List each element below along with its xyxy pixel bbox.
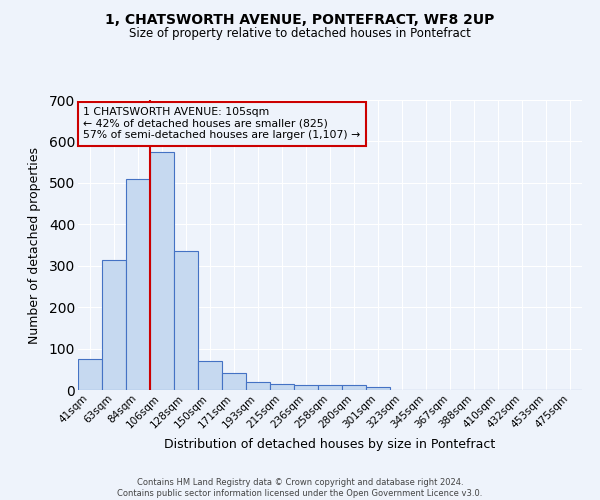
Bar bbox=[366, 386, 390, 390]
X-axis label: Distribution of detached houses by size in Pontefract: Distribution of detached houses by size … bbox=[164, 438, 496, 451]
Bar bbox=[198, 361, 222, 390]
Bar bbox=[78, 359, 102, 390]
Text: Contains HM Land Registry data © Crown copyright and database right 2024.
Contai: Contains HM Land Registry data © Crown c… bbox=[118, 478, 482, 498]
Bar bbox=[270, 384, 294, 390]
Bar bbox=[222, 374, 246, 390]
Bar bbox=[126, 178, 150, 390]
Bar bbox=[246, 382, 270, 390]
Text: Size of property relative to detached houses in Pontefract: Size of property relative to detached ho… bbox=[129, 28, 471, 40]
Bar bbox=[150, 152, 174, 390]
Bar bbox=[294, 385, 318, 390]
Bar bbox=[174, 251, 198, 390]
Bar bbox=[318, 385, 342, 390]
Text: 1 CHATSWORTH AVENUE: 105sqm
← 42% of detached houses are smaller (825)
57% of se: 1 CHATSWORTH AVENUE: 105sqm ← 42% of det… bbox=[83, 108, 360, 140]
Text: 1, CHATSWORTH AVENUE, PONTEFRACT, WF8 2UP: 1, CHATSWORTH AVENUE, PONTEFRACT, WF8 2U… bbox=[106, 12, 494, 26]
Bar bbox=[342, 385, 366, 390]
Bar bbox=[102, 260, 126, 390]
Y-axis label: Number of detached properties: Number of detached properties bbox=[28, 146, 41, 344]
